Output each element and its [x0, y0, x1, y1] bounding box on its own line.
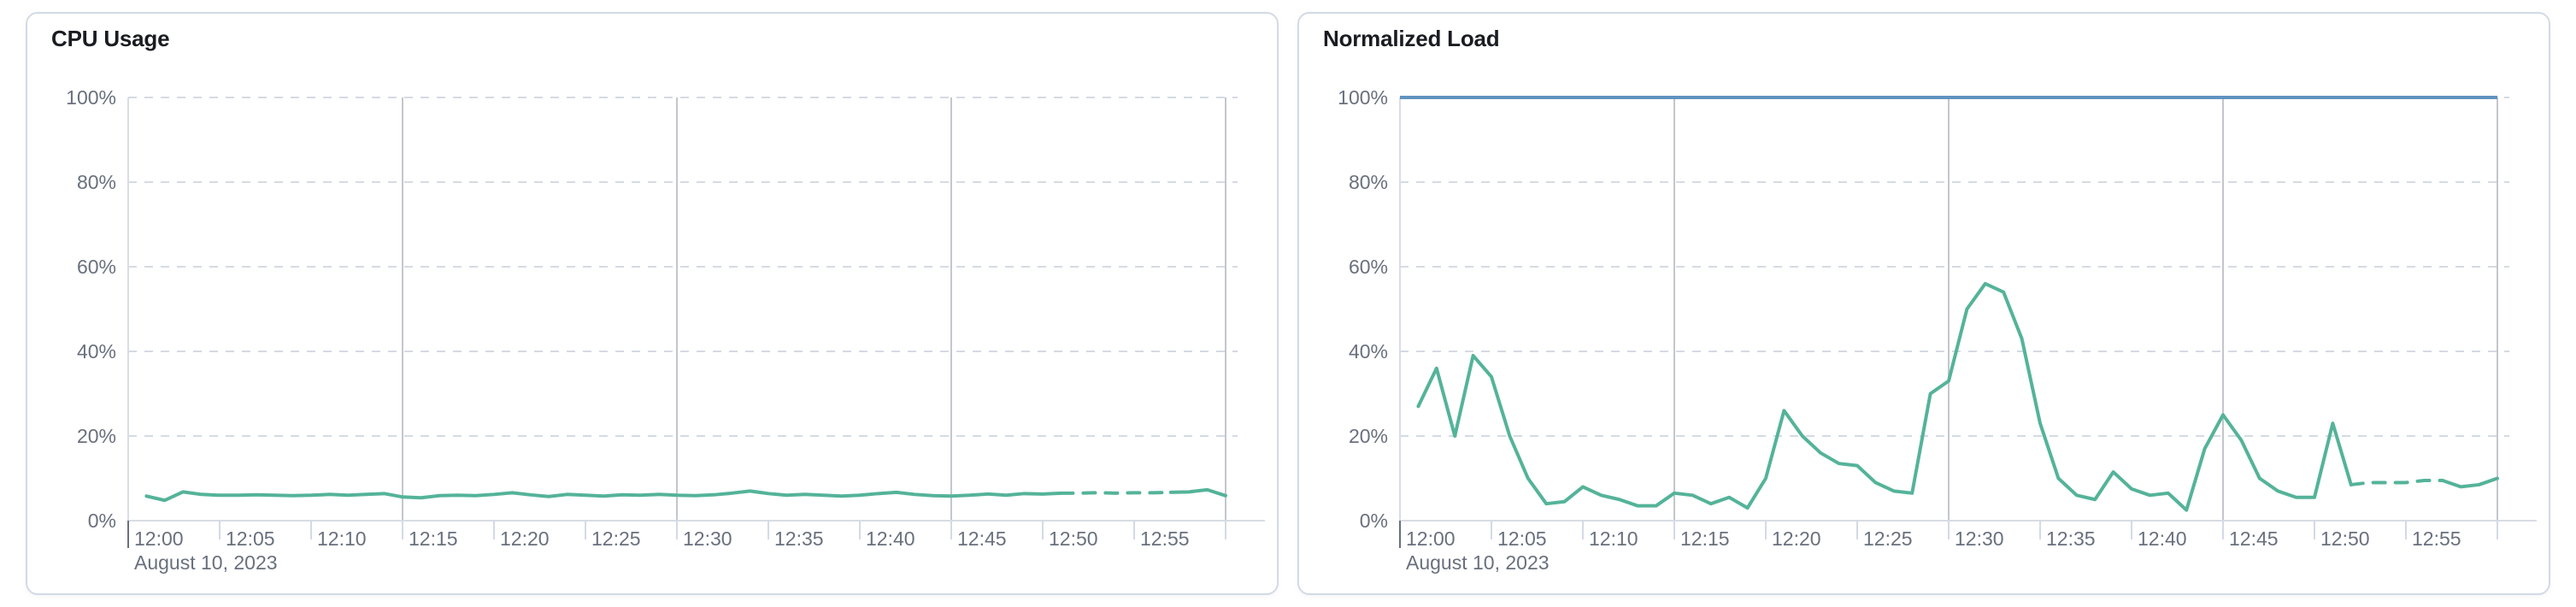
x-tick-label: 12:05 [1497, 527, 1547, 550]
cpu-usage-line-dashed [1059, 490, 1173, 495]
x-tick-label: 12:55 [1140, 527, 1190, 550]
panel-title-cpu-usage: CPU Usage [51, 26, 170, 51]
x-tick-label: 12:20 [1772, 527, 1821, 550]
cpu-usage-line [1168, 487, 1227, 498]
panel-cpu-usage: CPU Usage 12:00 12:05 12:10 12:15 12:20 12:25… [26, 12, 1279, 595]
y-tick-label: 40% [1349, 340, 1388, 362]
x-tick-label: 12:15 [409, 527, 458, 550]
panel-normalized-load: Normalized Load 12:00 12:05 12:10 12:15 12:2… [1297, 12, 2550, 595]
x-tick-label: 12:00 [134, 527, 184, 550]
x-tick-label: 12:40 [866, 527, 915, 550]
x-tick-label: 12:10 [1589, 527, 1638, 550]
x-tick-label: 12:35 [2046, 527, 2096, 550]
x-tick-label: 12:50 [1049, 527, 1098, 550]
x-tick-label: 12:25 [1863, 527, 1913, 550]
normalized-load-chart-canvas[interactable]: 12:00 12:05 12:10 12:15 12:20 12:25 12:30 12:35… [1299, 14, 2549, 593]
y-tick-label: 100% [66, 86, 116, 109]
panel-title-normalized-load: Normalized Load [1323, 26, 1500, 51]
normalized-load-plot: 12:00 12:05 12:10 12:15 12:20 12:25 12:30 12:35… [1338, 86, 2537, 574]
x-tick-label: 12:30 [1955, 527, 2004, 550]
y-tick-label: 80% [1349, 171, 1388, 193]
y-tick-label: 20% [77, 425, 116, 447]
x-tick-label: 12:20 [500, 527, 550, 550]
y-tick-label: 60% [77, 256, 116, 278]
normalized-load-line [2440, 476, 2499, 489]
x-axis-date-label: August 10, 2023 [134, 551, 278, 574]
x-tick-label: 12:10 [317, 527, 367, 550]
y-tick-label: 60% [1349, 256, 1388, 278]
y-tick-label: 100% [1338, 86, 1388, 109]
x-tick-label: 12:35 [774, 527, 824, 550]
x-tick-label: 12:15 [1680, 527, 1730, 550]
x-tick-label: 12:55 [2412, 527, 2461, 550]
x-tick-label: 12:05 [226, 527, 275, 550]
x-tick-label: 12:25 [591, 527, 641, 550]
x-axis-date-label: August 10, 2023 [1406, 551, 1550, 574]
y-tick-label: 0% [88, 510, 116, 532]
normalized-load-line-dashed [2349, 478, 2444, 486]
x-tick-label: 12:30 [683, 527, 732, 550]
x-tick-label: 12:40 [2138, 527, 2187, 550]
x-tick-label: 12:45 [957, 527, 1007, 550]
cpu-usage-chart-canvas[interactable]: 12:00 12:05 12:10 12:15 12:20 12:25 12:30 12:35… [27, 14, 1277, 593]
cpu-usage-plot: 12:00 12:05 12:10 12:15 12:20 12:25 12:30 12:35… [66, 86, 1265, 574]
y-tick-label: 40% [77, 340, 116, 362]
x-tick-label: 12:00 [1406, 527, 1456, 550]
y-tick-label: 0% [1360, 510, 1388, 532]
y-tick-label: 20% [1349, 425, 1388, 447]
x-tick-label: 12:45 [2229, 527, 2279, 550]
x-tick-label: 12:50 [2320, 527, 2370, 550]
normalized-load-line [1416, 281, 2353, 512]
cpu-usage-line [144, 489, 1063, 503]
y-tick-label: 80% [77, 171, 116, 193]
